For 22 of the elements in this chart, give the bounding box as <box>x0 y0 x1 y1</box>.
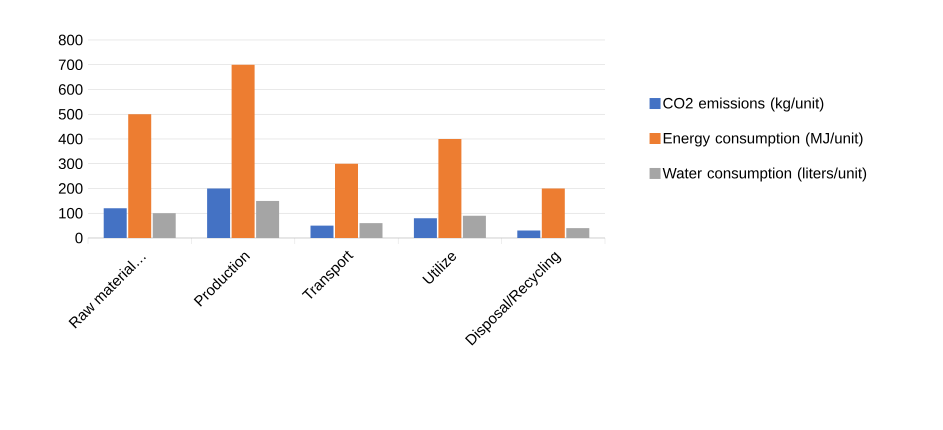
y-tick-label: 800 <box>58 34 83 46</box>
legend-label: Energy consumption (MJ/unit) <box>664 132 862 146</box>
bar <box>542 188 565 238</box>
y-tick-label: 100 <box>59 208 83 219</box>
bar <box>232 64 255 238</box>
bar <box>438 138 462 238</box>
legend-label: Water consumption (liters/unit) <box>662 167 866 182</box>
y-tick-label: 500 <box>58 108 83 120</box>
y-tick-label: 300 <box>58 158 83 170</box>
bar <box>104 208 127 238</box>
y-tick-label: 0 <box>75 232 83 244</box>
bar <box>517 230 540 238</box>
bar <box>310 226 334 238</box>
legend-label: CO2 emissions (kg/unit) <box>663 98 824 112</box>
bar <box>414 218 437 238</box>
bar <box>207 188 230 238</box>
y-tick-label: 600 <box>58 84 83 95</box>
y-tick-label: 200 <box>58 183 83 194</box>
y-tick-label: 700 <box>58 59 83 70</box>
bar <box>128 114 152 238</box>
bar <box>335 164 358 238</box>
y-tick-label: 400 <box>58 134 83 144</box>
